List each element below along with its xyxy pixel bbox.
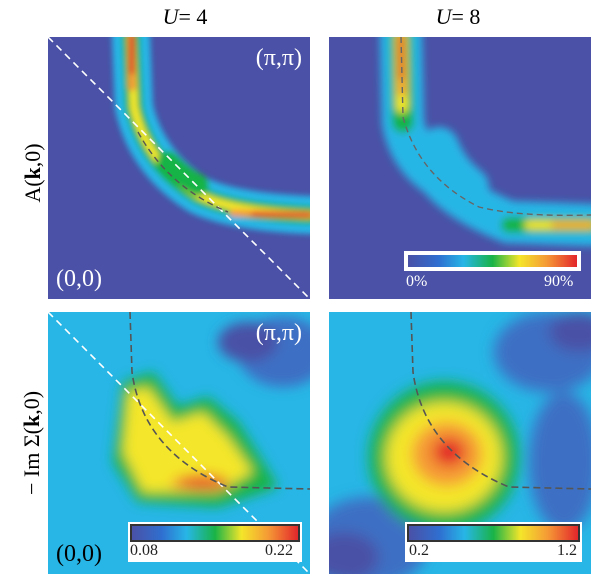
column-title-u4-var: U xyxy=(162,4,179,29)
colorbar-max-label: 1.2 xyxy=(557,542,577,559)
row-title-spectral-post: ,0) xyxy=(20,143,45,168)
colorbar-max-label: 0.22 xyxy=(265,542,293,559)
panel-spectral-u8: 0% 90% xyxy=(329,37,591,299)
spectral-u4-map xyxy=(48,37,310,299)
corner-label-pi-pi: (π,π) xyxy=(255,45,302,71)
row-title-self-energy-pre: − Im Σ( xyxy=(19,427,44,496)
colorbar-min-label: 0% xyxy=(406,273,428,290)
self-energy-u4-map xyxy=(48,312,310,574)
row-title-spectral-pre: A( xyxy=(20,179,45,203)
column-title-u4: U= 4 xyxy=(115,4,255,30)
colorbar-self-energy-u4 xyxy=(130,524,300,542)
colorbar-max-label: 90% xyxy=(544,273,574,290)
colorbar-gradient xyxy=(407,524,580,542)
row-title-spectral: A(k,0) xyxy=(20,98,46,248)
colorbar-min-label: 0.08 xyxy=(130,542,158,559)
row-title-spectral-k: k xyxy=(20,167,45,180)
colorbar-gradient xyxy=(130,524,300,542)
self-energy-u8-map xyxy=(329,312,591,574)
panel-self-energy-u8: 0.2 1.2 xyxy=(329,312,591,574)
column-title-u8-value: = 8 xyxy=(451,4,481,29)
row-title-self-energy-post: ,0) xyxy=(19,390,44,415)
colorbar-self-energy-u8 xyxy=(407,524,580,542)
corner-label-origin: (0,0) xyxy=(56,266,102,292)
panel-self-energy-u4: (π,π) (0,0) 0.08 0.22 xyxy=(48,312,310,574)
colorbar-gradient xyxy=(406,253,579,269)
column-title-u8-var: U xyxy=(435,4,452,29)
row-title-self-energy: − Im Σ(k,0) xyxy=(19,343,45,543)
column-title-u4-value: = 4 xyxy=(178,4,208,29)
colorbar-min-label: 0.2 xyxy=(409,542,429,559)
panel-spectral-u4: (π,π) (0,0) xyxy=(48,37,310,299)
corner-label-origin: (0,0) xyxy=(56,541,102,567)
column-title-u8: U= 8 xyxy=(388,4,528,30)
row-title-self-energy-k: k xyxy=(19,414,44,428)
corner-label-pi-pi: (π,π) xyxy=(255,320,302,346)
colorbar-spectral xyxy=(406,253,579,269)
